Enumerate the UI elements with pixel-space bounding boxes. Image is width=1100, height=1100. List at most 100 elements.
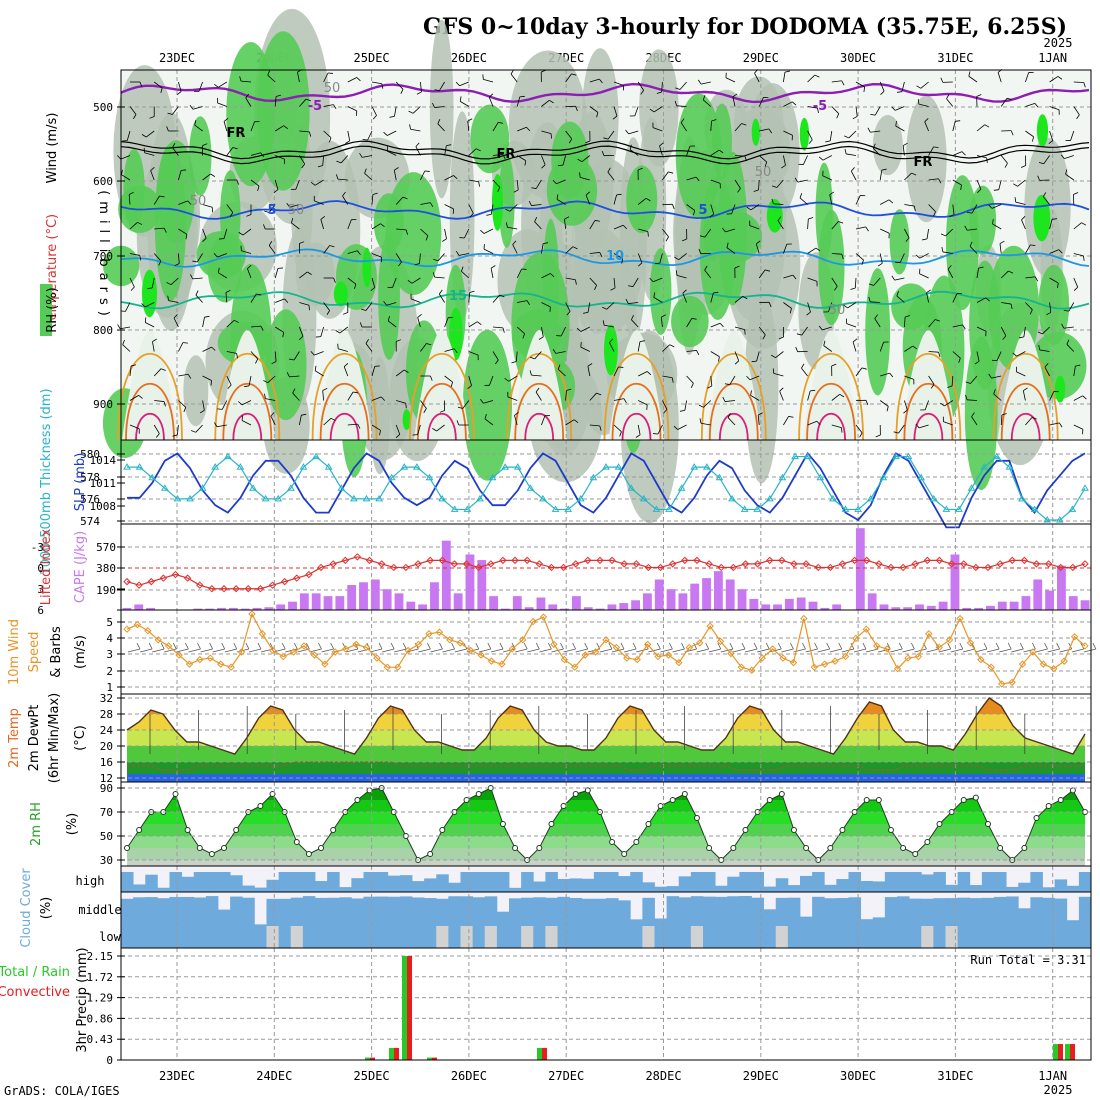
wind-barb-flag <box>282 332 285 338</box>
wind-barb <box>437 253 445 262</box>
wind-barb-flag <box>792 274 797 280</box>
wind10m-barb-flag <box>318 642 322 650</box>
wind-barb <box>855 106 858 117</box>
li-marker <box>923 556 932 565</box>
wind-barb-flag <box>359 152 363 158</box>
wind-barb <box>952 351 961 359</box>
wind10m-barb <box>805 648 818 653</box>
wind-barb <box>120 326 131 330</box>
cape-bar <box>146 607 155 610</box>
temp2m-label-2: 2m DewPt <box>27 705 42 772</box>
wind-barb <box>1049 422 1060 426</box>
wind10m-barb <box>527 648 540 653</box>
wind10m-marker <box>331 648 339 656</box>
rh2m-marker <box>669 797 676 803</box>
thickness-marker <box>955 505 963 512</box>
wind-barb-flag <box>1037 175 1040 181</box>
wind-barb <box>202 346 212 352</box>
li-marker <box>935 556 944 565</box>
wind10m-barb-flag <box>911 642 915 650</box>
rh2m-label: 2m RH <box>29 802 44 846</box>
cape-bar <box>855 528 865 610</box>
bottom-date-label: 28DEC <box>645 1069 681 1083</box>
thickness-marker <box>929 494 938 502</box>
wind-barb-flag <box>863 86 866 93</box>
wind-barb <box>387 150 397 156</box>
low-cloud-gap <box>945 926 959 948</box>
wind-barb <box>462 400 470 409</box>
convective-bar <box>407 956 412 1060</box>
wind10m-marker <box>675 658 683 667</box>
axis-tick-label: 32 <box>100 692 113 705</box>
rh-shade-pale <box>219 330 276 440</box>
rh2m-marker <box>293 839 300 845</box>
high-cloud-bar <box>218 872 231 892</box>
wind-barb-flag <box>566 388 572 391</box>
wind-barb <box>976 326 987 332</box>
wind-barb-flag <box>1013 183 1018 187</box>
wind-barb <box>371 223 381 230</box>
wind-barb <box>395 196 404 205</box>
rain-bar <box>427 1057 432 1060</box>
wind-barb <box>395 424 401 435</box>
wind-barb-flag <box>649 108 655 113</box>
wind-barb <box>976 155 987 159</box>
wind-barb-flag <box>629 144 632 150</box>
mid-low-cloud-bar <box>666 896 680 948</box>
thickness-marker <box>236 463 245 470</box>
rh2m-marker <box>269 791 276 797</box>
thickness-marker <box>715 473 724 481</box>
high-cloud-bar <box>690 872 704 892</box>
high-cloud-bar <box>169 872 183 892</box>
wind10m-barb <box>890 648 903 653</box>
wind-barb <box>507 226 518 230</box>
li-marker <box>293 574 301 582</box>
high-cloud-bar <box>193 872 207 892</box>
wind-barb <box>895 106 905 111</box>
wind10m-barb <box>660 648 673 653</box>
wind-barb <box>144 152 155 156</box>
axis-tick-label: 570 <box>96 541 116 554</box>
wind-barb-flag <box>271 361 277 365</box>
temp-contour-arch <box>700 352 767 441</box>
rh-shade-green <box>650 248 672 335</box>
wind-barb <box>628 130 639 135</box>
wind10m-barb <box>321 648 334 653</box>
wind-barb-flag <box>139 81 143 87</box>
bottom-date-label: 24DEC <box>256 1069 292 1083</box>
wind-barb-flag <box>512 240 517 245</box>
wind-barb-flag <box>978 266 984 269</box>
wind10m-barb <box>406 648 419 653</box>
rh2m-marker <box>790 827 797 833</box>
wind-barb-flag <box>753 189 759 192</box>
wind-barb <box>823 345 833 352</box>
thickness-marker <box>173 494 182 502</box>
wind10m-marker <box>945 636 954 644</box>
wind10m-line <box>126 612 1086 685</box>
wind-barb <box>299 98 307 107</box>
wind-barb <box>145 322 155 328</box>
wind-barb <box>638 400 648 406</box>
wind-barb-flag <box>211 346 216 351</box>
wind10m-barb-flag <box>548 642 552 650</box>
wind-barb-flag <box>1073 192 1079 195</box>
wind-barb <box>274 96 277 107</box>
wind-barb <box>297 72 300 83</box>
li-marker <box>838 560 847 568</box>
li-marker <box>875 560 883 568</box>
credit-text: GrADS: COLA/IGES <box>4 1084 120 1098</box>
wind-barb-flag <box>210 380 212 386</box>
wind-barb-flag <box>841 254 844 260</box>
wind-barb <box>467 121 470 132</box>
precip-bars <box>365 956 1075 1060</box>
wind-barb <box>1073 106 1080 116</box>
wind-barb <box>541 100 550 107</box>
wind-barb-flag <box>610 287 616 291</box>
wind-barb <box>1042 326 1050 335</box>
wind-barb <box>154 227 165 230</box>
wind-barb-flag <box>599 78 603 84</box>
wind-barb-flag <box>693 210 696 216</box>
wind10m-barb <box>793 648 806 653</box>
mid-low-cloud-bar <box>836 898 849 948</box>
